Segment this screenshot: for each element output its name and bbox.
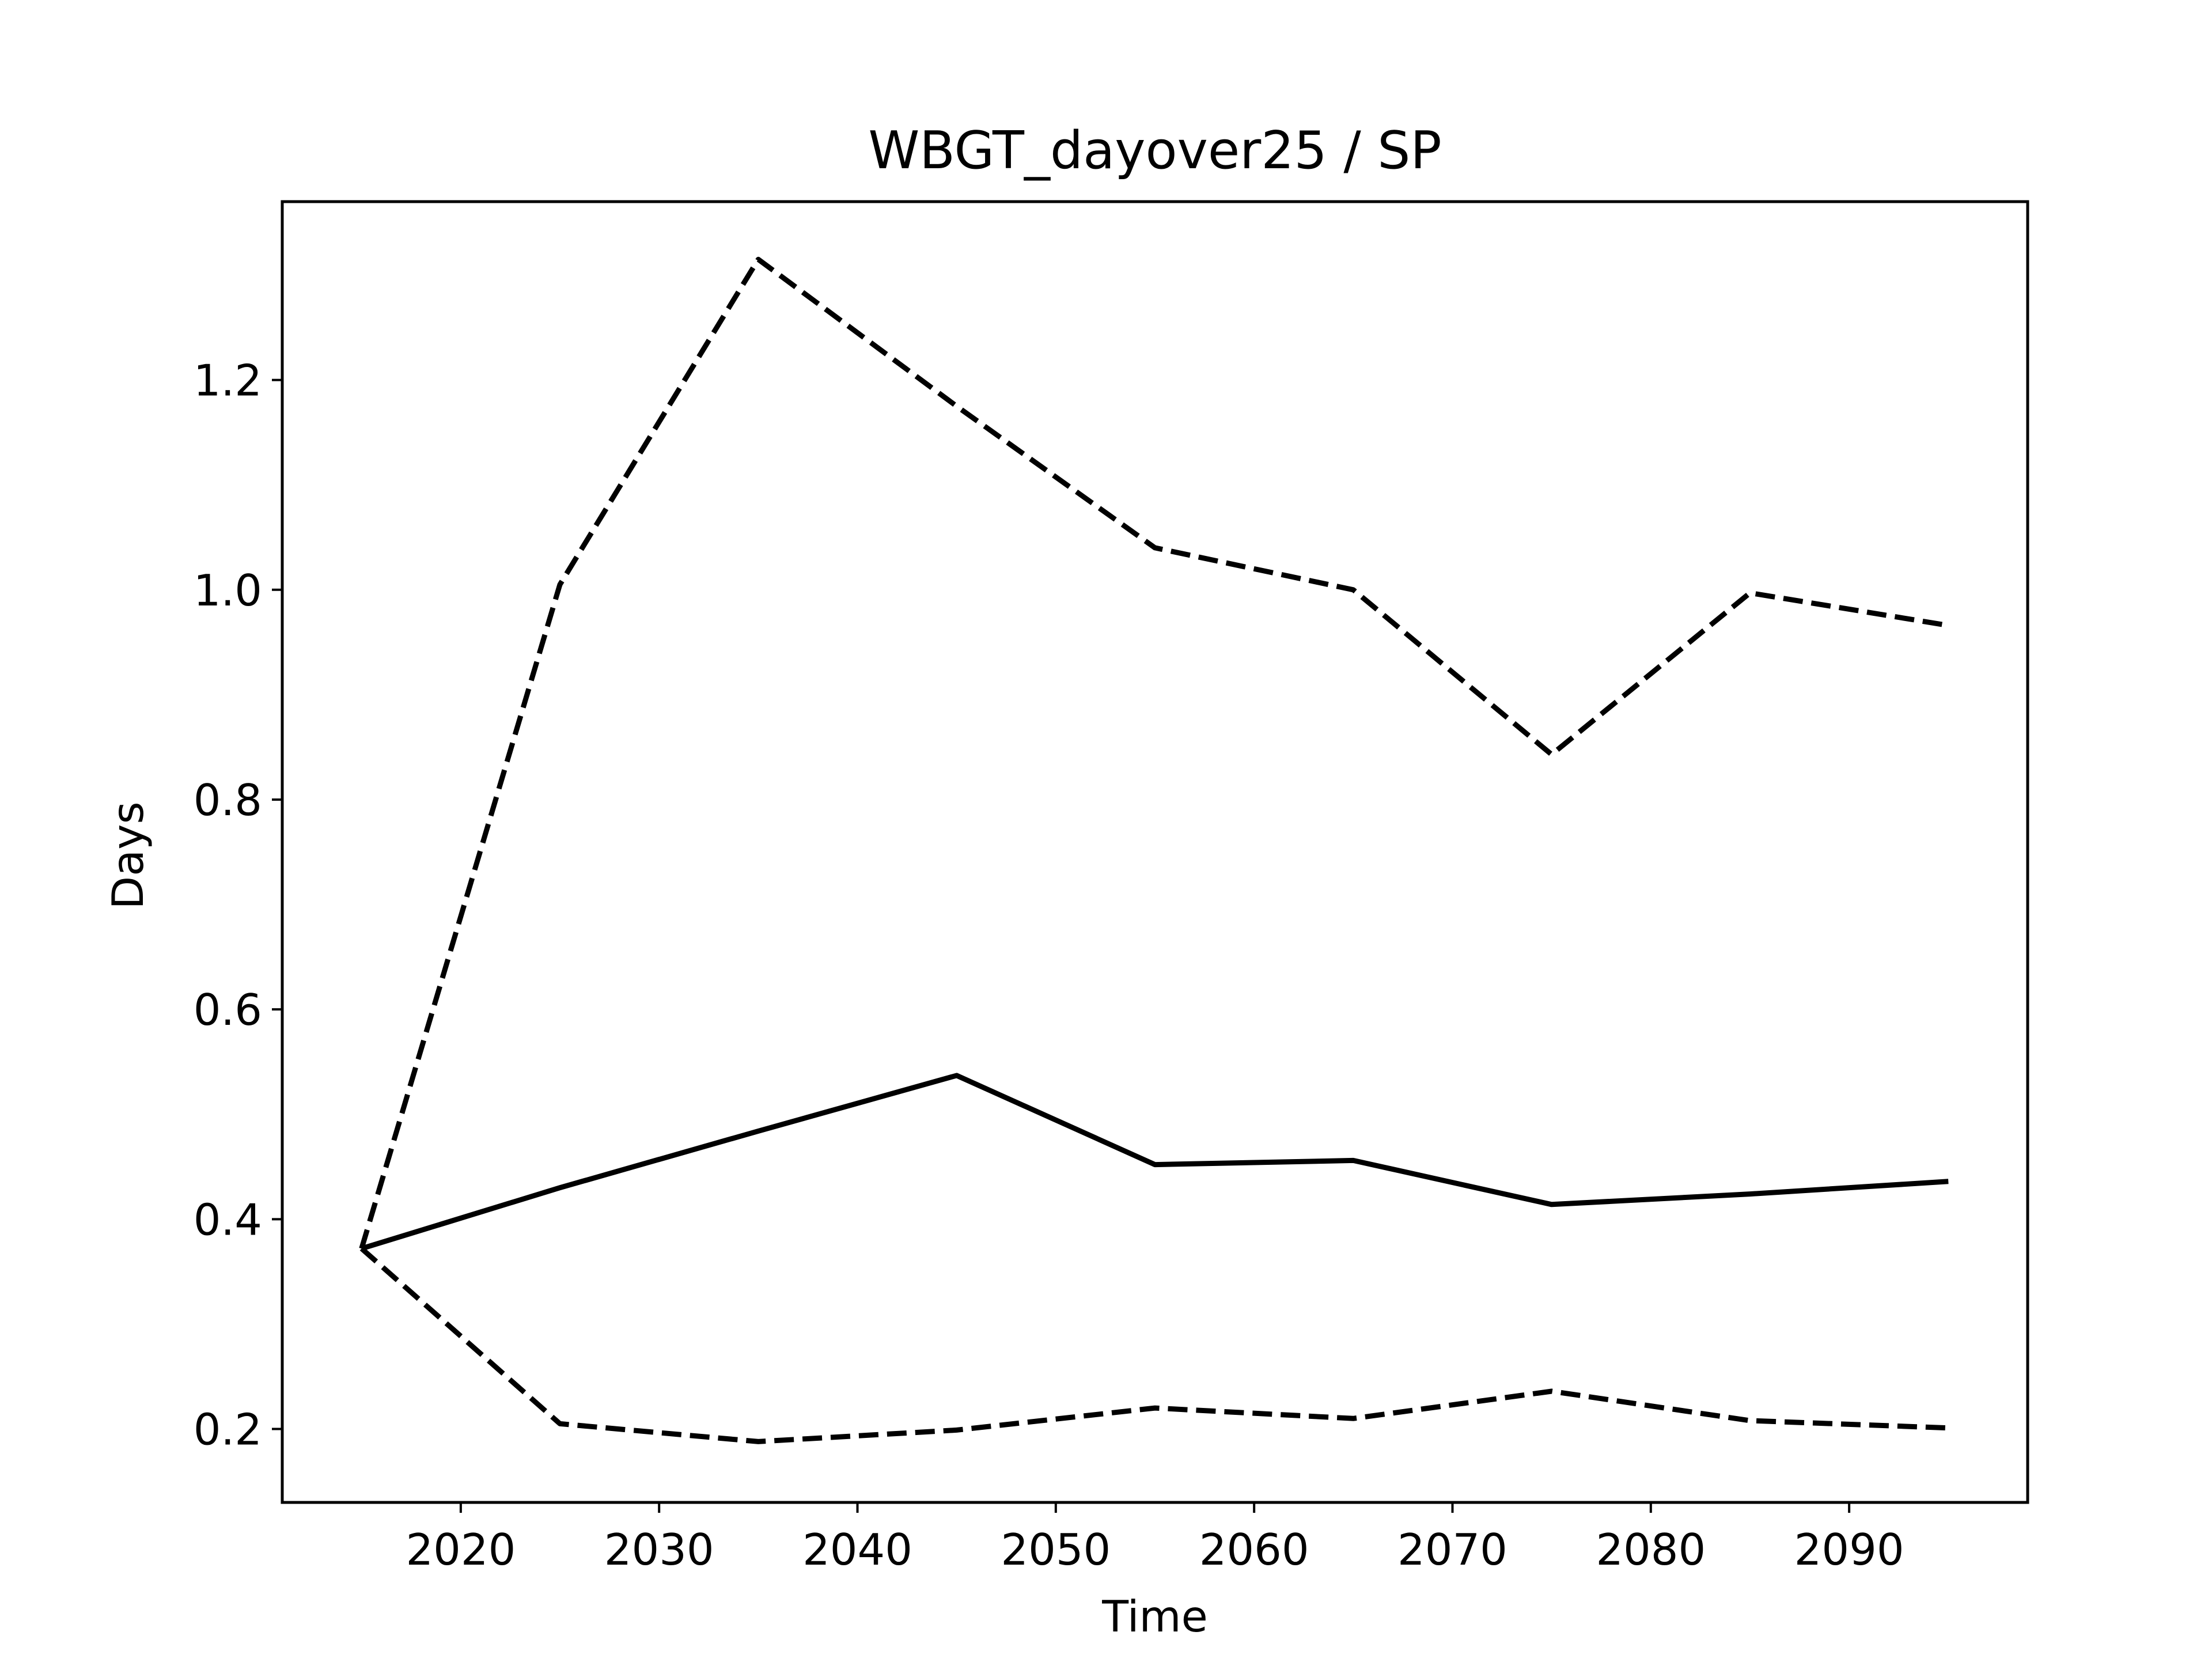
x-tick-label: 2030: [604, 1524, 714, 1575]
series-layer: [359, 256, 1949, 1444]
y-tick-label: 0.8: [194, 775, 262, 826]
x-tick-label: 2060: [1199, 1524, 1309, 1575]
series-line-1: [361, 1073, 1949, 1251]
y-tick-label: 0.2: [194, 1404, 262, 1455]
chart-title: WBGT_dayover25 / SP: [868, 120, 1441, 181]
x-tick-label: 2040: [802, 1524, 912, 1575]
axes-layer: 2020 2030 2040 2050 2060 2070 2080 2090 0.2 0.4 0.…: [194, 200, 2029, 1575]
series-line-3: [359, 1246, 1949, 1444]
series-line-2: [359, 256, 1949, 1250]
plot-frame: [281, 200, 2029, 1504]
x-tick-label: 2020: [406, 1524, 516, 1575]
y-tick-label: 1.2: [194, 355, 262, 406]
x-tick-label: 2050: [1001, 1524, 1111, 1575]
y-tick-label: 1.0: [194, 565, 262, 616]
y-tick-label: 0.4: [194, 1194, 262, 1245]
y-axis-label: Days: [103, 801, 153, 909]
y-tick-label: 0.6: [194, 985, 262, 1035]
x-axis-label: Time: [1101, 1591, 1208, 1642]
x-tick-label: 2090: [1794, 1524, 1904, 1575]
x-tick-label: 2070: [1397, 1524, 1508, 1575]
x-tick-label: 2080: [1596, 1524, 1706, 1575]
